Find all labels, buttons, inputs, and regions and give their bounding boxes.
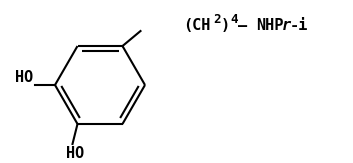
Text: NHP: NHP [256,18,283,33]
Text: HO: HO [66,146,85,161]
Text: HO: HO [15,71,33,86]
Text: r: r [282,18,291,33]
Text: 4: 4 [230,13,238,26]
Text: (CH: (CH [183,18,210,33]
Text: 2: 2 [213,13,221,26]
Text: ): ) [221,18,230,33]
Text: -i: -i [290,18,308,33]
Text: —: — [238,18,247,33]
